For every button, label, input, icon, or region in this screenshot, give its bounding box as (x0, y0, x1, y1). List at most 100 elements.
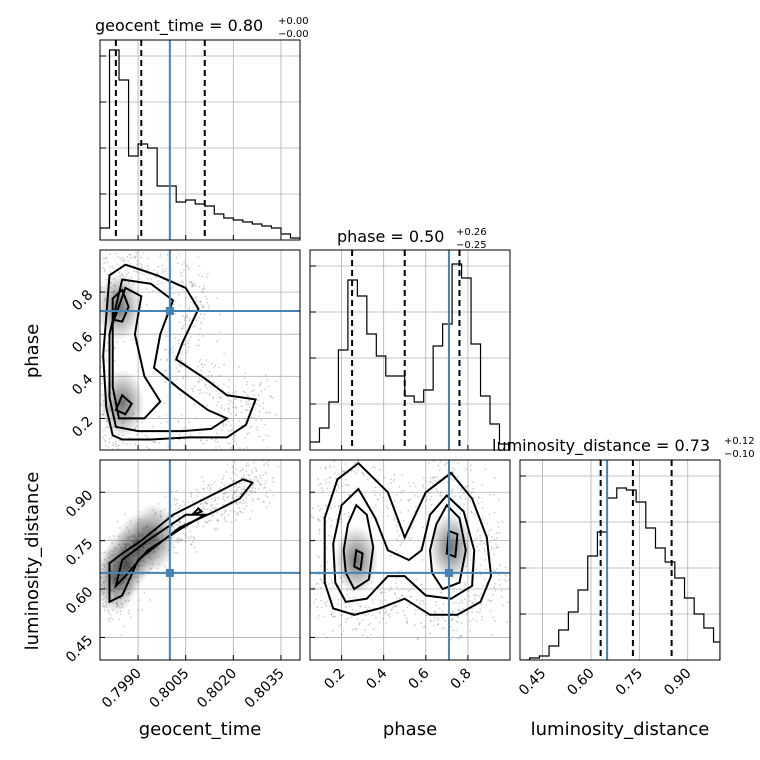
sample-point (122, 442, 125, 445)
sample-point (362, 444, 364, 446)
sample-point (123, 260, 125, 263)
sample-point (258, 497, 261, 500)
sample-point (372, 601, 375, 604)
sample-point (153, 441, 156, 443)
sample-point (179, 364, 182, 367)
sample-point (78, 319, 80, 321)
sample-point (157, 283, 160, 286)
joint-panel-phase-luminosity_distance (305, 444, 511, 661)
sample-point (425, 480, 427, 483)
sample-point (136, 263, 138, 266)
sample-point (391, 544, 393, 547)
sample-point (248, 493, 251, 496)
sample-point (133, 270, 136, 273)
sample-point (469, 469, 472, 472)
sample-point (322, 633, 325, 636)
title-geocent-time: geocent_time = 0.80 +0.00 −0.00 (95, 16, 309, 40)
sample-point (126, 255, 129, 258)
sample-point (246, 409, 249, 412)
sample-point (210, 503, 213, 506)
sample-point (415, 505, 418, 508)
sample-point (344, 606, 347, 608)
sample-point (374, 466, 377, 469)
sample-point (171, 348, 173, 351)
sample-point (191, 500, 194, 503)
sample-point (331, 453, 333, 455)
sample-point (495, 567, 498, 570)
sample-point (97, 426, 99, 428)
sample-point (379, 493, 382, 496)
sample-point (435, 604, 438, 607)
sample-point (390, 478, 392, 481)
sample-point (454, 453, 456, 455)
sample-point (199, 313, 202, 316)
sample-point (127, 612, 130, 615)
sample-point (321, 581, 324, 584)
sample-point (166, 358, 169, 361)
sample-point (225, 520, 227, 523)
sample-point (327, 534, 330, 537)
sample-point (95, 448, 97, 450)
sample-point (220, 481, 223, 484)
sample-point (263, 388, 266, 391)
sample-point (416, 599, 418, 602)
sample-point (260, 482, 263, 485)
sample-point (252, 389, 255, 392)
sample-point (258, 404, 261, 407)
sample-point (490, 536, 493, 538)
sample-point (492, 494, 495, 496)
sample-point (193, 546, 196, 549)
sample-point (97, 610, 99, 612)
sample-point (165, 267, 168, 270)
sample-point (104, 444, 107, 447)
sample-point (102, 267, 105, 269)
sample-point (249, 478, 252, 481)
sample-point (198, 339, 200, 341)
sample-point (189, 492, 192, 494)
sample-point (494, 589, 497, 592)
sample-point (305, 569, 307, 571)
sample-point (186, 316, 189, 319)
sample-point (164, 495, 167, 498)
sample-point (245, 409, 248, 412)
sample-point (111, 265, 114, 268)
sample-point (358, 622, 361, 625)
sample-point (347, 511, 350, 514)
sample-point (258, 435, 261, 438)
sample-point (240, 492, 242, 495)
sample-point (305, 491, 307, 493)
sample-point (183, 444, 186, 446)
sample-point (332, 460, 335, 462)
sample-point (179, 304, 182, 307)
sample-point (177, 370, 180, 373)
sample-point (475, 537, 478, 540)
sample-point (497, 521, 500, 524)
sample-point (223, 484, 226, 487)
sample-point (218, 375, 221, 378)
sample-point (232, 457, 234, 459)
sample-point (242, 502, 245, 505)
sample-point (420, 583, 423, 586)
x-tick-label-geocent_time: 0.8035 (242, 666, 288, 712)
sample-point (401, 594, 403, 597)
sample-point (183, 319, 186, 321)
sample-point (206, 301, 209, 304)
sample-point (100, 355, 103, 358)
sample-point (250, 416, 253, 419)
sample-point (339, 521, 342, 523)
sample-point (142, 252, 145, 254)
sample-point (330, 579, 333, 582)
sample-point (265, 492, 268, 494)
sample-point (178, 506, 181, 509)
sample-point (457, 484, 460, 487)
sample-point (158, 441, 161, 444)
joint-panel-geocent_time-luminosity_distance (97, 457, 301, 661)
sample-point (239, 510, 241, 513)
sample-point (232, 406, 235, 408)
sample-point (107, 618, 110, 621)
sample-point (393, 605, 396, 607)
sample-point (201, 275, 204, 278)
contour-level-4 (353, 548, 364, 572)
x-tick-label-luminosity_distance: 0.60 (564, 666, 597, 699)
sample-point (263, 464, 266, 467)
